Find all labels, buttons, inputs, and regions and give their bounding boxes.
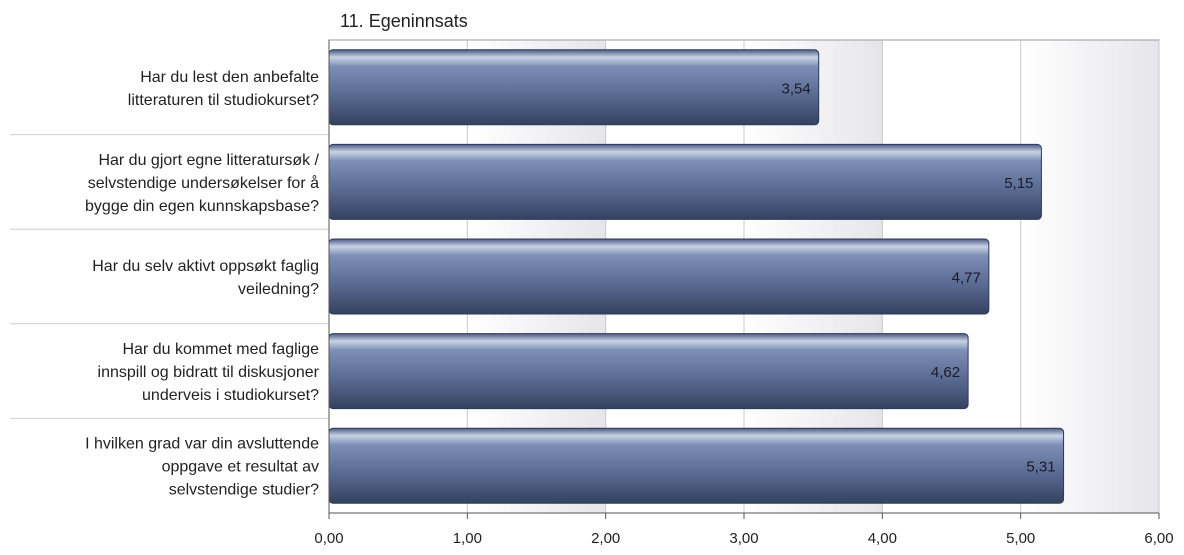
category-label: selvstendige studier? (169, 482, 319, 499)
x-tick-label: 4,00 (868, 530, 897, 547)
bar (328, 49, 820, 126)
category-label: Har du lest den anbefalte (140, 69, 319, 86)
x-tick-label: 6,00 (1144, 530, 1173, 547)
value-label: 5,15 (1004, 175, 1033, 192)
category-label: innspill og bidratt til diskusjoner (98, 364, 320, 381)
category-label: I hvilken grad var din avsluttende (85, 436, 319, 453)
category-label: Har du kommet med faglige (122, 341, 319, 358)
category-label: oppgave et resultat av (162, 459, 319, 476)
bar (328, 333, 969, 410)
category-label: veiledning? (238, 281, 319, 298)
bars (328, 49, 1065, 504)
category-label: Har du gjort egne litteratursøk / (98, 152, 319, 169)
x-axis: 0,00 1,00 2,00 3,00 4,00 5,00 6,00 (314, 40, 1174, 547)
x-tick-label: 5,00 (1006, 530, 1035, 547)
category-label: litteraturen til studiokurset? (128, 92, 319, 109)
x-tick-label: 3,00 (729, 530, 758, 547)
bar (328, 238, 990, 315)
category-labels: Har du lest den anbefalte litteraturen ti… (10, 69, 329, 499)
x-tick-label: 1,00 (453, 530, 482, 547)
chart-title: 11. Egeninnsats (340, 11, 468, 31)
x-tick-label: 2,00 (591, 530, 620, 547)
bar (328, 143, 1042, 220)
x-tick-label: 0,00 (314, 530, 343, 547)
value-label: 3,54 (781, 80, 810, 97)
category-label: bygge din egen kunnskapsbase? (85, 198, 319, 215)
bar (328, 427, 1065, 504)
value-label: 4,77 (952, 270, 981, 287)
category-label: underveis i studiokurset? (142, 387, 319, 404)
category-label: Har du selv aktivt oppsøkt faglig (92, 258, 319, 275)
category-label: selvstendige undersøkelser for å (88, 174, 319, 192)
value-label: 4,62 (931, 364, 960, 381)
value-label: 5,31 (1026, 459, 1055, 476)
value-labels: 3,54 5,15 4,77 4,62 5,31 (781, 80, 1055, 475)
